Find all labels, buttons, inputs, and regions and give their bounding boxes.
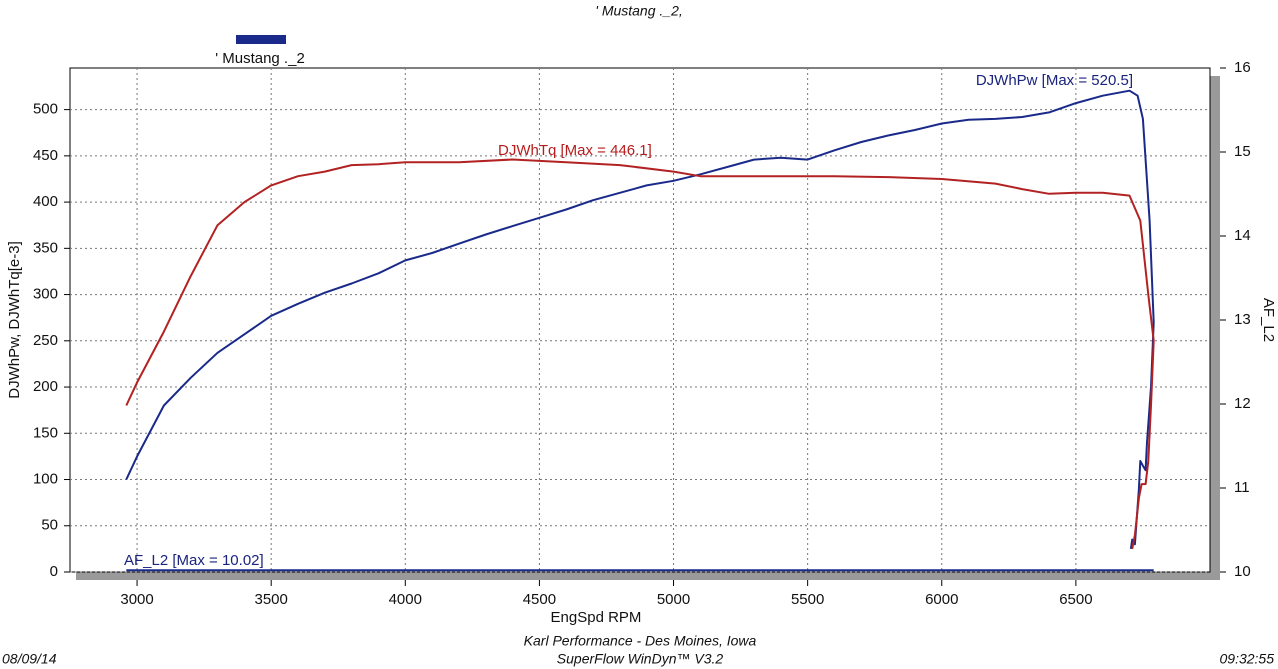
annotation: AF_L2 [Max = 10.02]	[124, 552, 264, 569]
x-axis-label: EngSpd RPM	[551, 609, 642, 626]
footer-time: 09:32:55	[1220, 651, 1275, 667]
y2-tick-label: 14	[1234, 227, 1251, 244]
y2-axis-label: AF_L2	[1260, 298, 1277, 342]
x-tick-label: 5000	[657, 591, 690, 608]
y-tick-label: 500	[33, 101, 58, 118]
y-tick-label: 350	[33, 239, 58, 256]
y2-tick-label: 12	[1234, 395, 1251, 412]
legend-swatch	[236, 35, 286, 44]
chart-title: ' Mustang ._2,	[595, 3, 683, 19]
y2-tick-label: 15	[1234, 143, 1251, 160]
footer-shop: Karl Performance - Des Moines, Iowa	[524, 633, 757, 649]
x-tick-label: 4000	[389, 591, 422, 608]
y-tick-label: 100	[33, 470, 58, 487]
x-tick-label: 3500	[254, 591, 287, 608]
y-tick-label: 150	[33, 424, 58, 441]
y-tick-label: 300	[33, 286, 58, 303]
y2-tick-label: 10	[1234, 563, 1251, 580]
y-tick-label: 400	[33, 193, 58, 210]
footer-date: 08/09/14	[2, 651, 57, 667]
x-tick-label: 4500	[523, 591, 556, 608]
plot-area	[69, 67, 1211, 573]
y-axis-label: DJWhPw, DJWhTq[e-3]	[6, 241, 23, 399]
y-tick-label: 0	[50, 563, 58, 580]
y2-tick-label: 16	[1234, 59, 1251, 76]
footer-software: SuperFlow WinDyn™ V3.2	[557, 651, 724, 667]
x-tick-label: 5500	[791, 591, 824, 608]
y-tick-label: 50	[41, 517, 58, 534]
y-tick-label: 450	[33, 147, 58, 164]
y2-tick-label: 13	[1234, 311, 1251, 328]
x-tick-label: 6500	[1059, 591, 1092, 608]
y2-tick-label: 11	[1234, 479, 1250, 496]
annotation: DJWhTq [Max = 446.1]	[498, 142, 652, 159]
x-tick-label: 3000	[120, 591, 153, 608]
series-line	[125, 158, 1155, 550]
y-tick-label: 250	[33, 332, 58, 349]
legend-label: ' Mustang ._2	[215, 50, 305, 67]
y-tick-label: 200	[33, 378, 58, 395]
x-tick-label: 6000	[925, 591, 958, 608]
annotation: DJWhPw [Max = 520.5]	[976, 72, 1133, 89]
